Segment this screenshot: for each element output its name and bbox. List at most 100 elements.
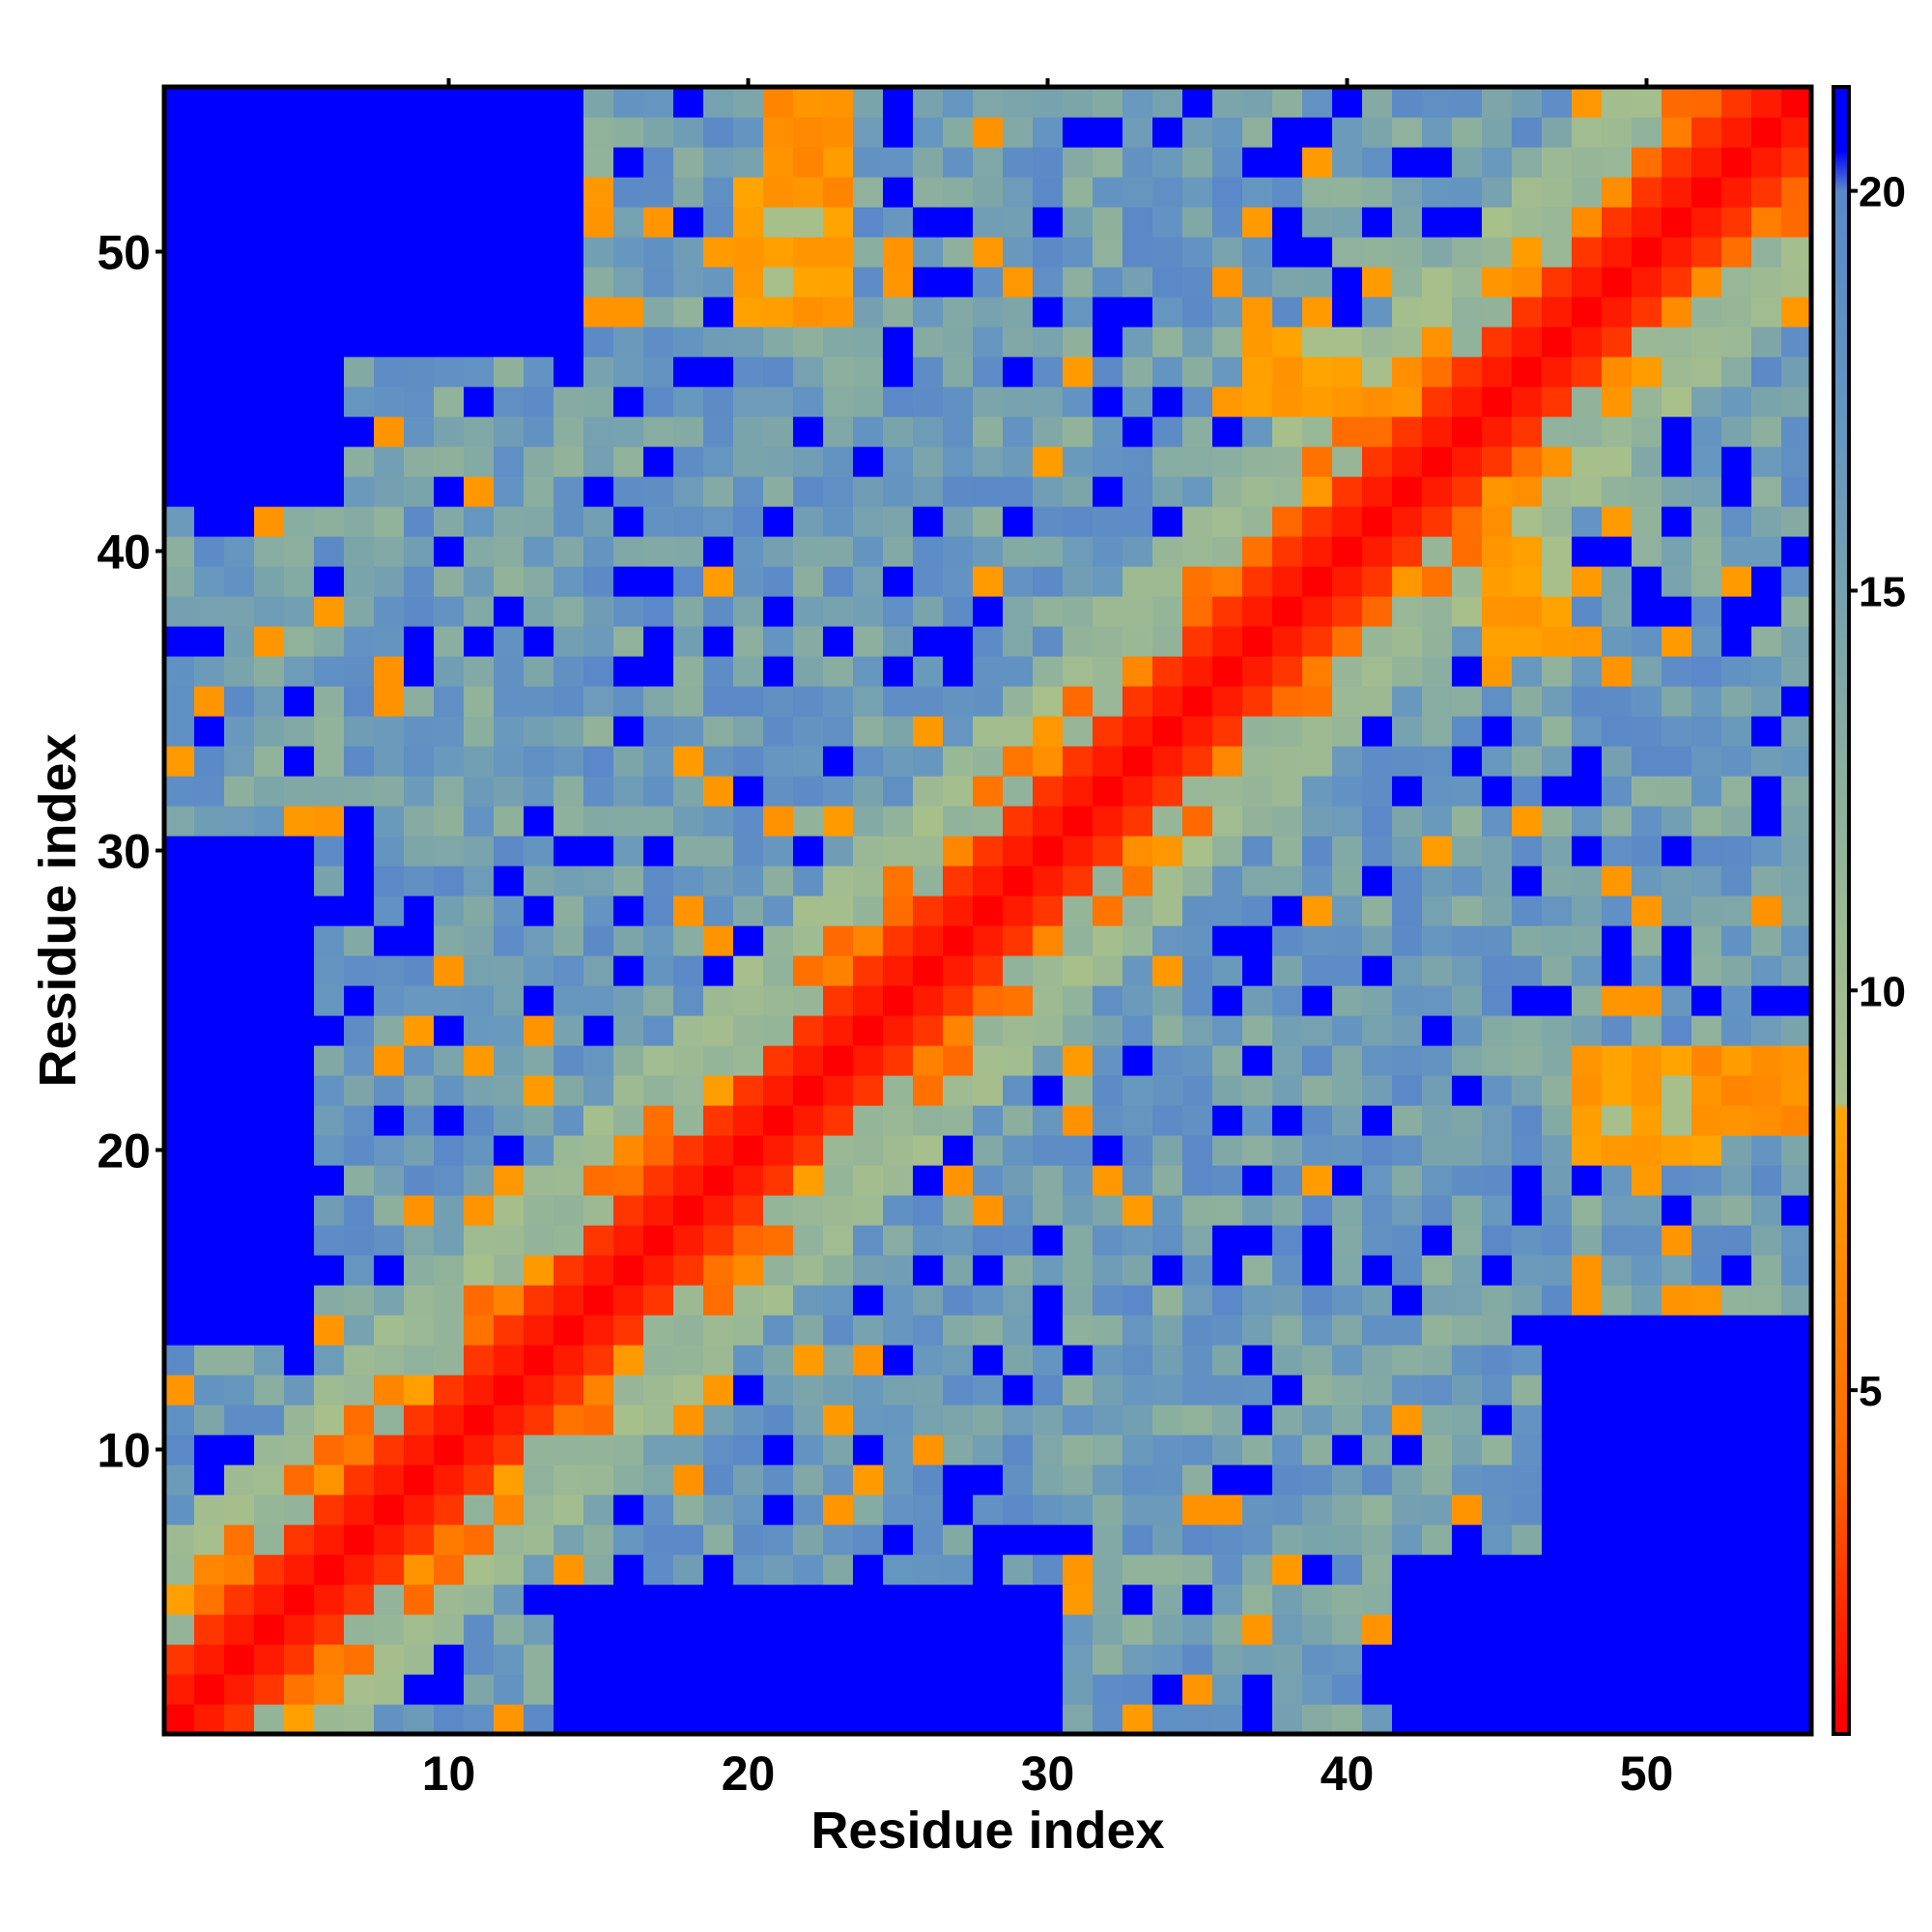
heatmap-cell — [224, 1494, 255, 1525]
colorbar-tick-label: 20 — [1859, 169, 1906, 216]
heatmap-cell — [1721, 566, 1752, 597]
heatmap-cell — [464, 626, 495, 657]
heatmap-cell — [1572, 1524, 1603, 1555]
heatmap-cell — [943, 836, 974, 867]
heatmap-cell — [1063, 955, 1094, 986]
heatmap-cell — [464, 476, 495, 507]
heatmap-cell — [1152, 506, 1183, 537]
heatmap-cell — [913, 836, 944, 867]
heatmap-cell — [314, 1435, 345, 1465]
heatmap-cell — [464, 866, 495, 896]
heatmap-cell — [224, 866, 255, 896]
heatmap-cell — [1272, 267, 1303, 298]
heatmap-cell — [673, 356, 704, 387]
heatmap-cell — [1572, 267, 1603, 298]
heatmap-cell — [1122, 476, 1153, 507]
heatmap-cell — [194, 327, 225, 357]
heatmap-cell — [554, 1375, 584, 1406]
heatmap-cell — [554, 1315, 584, 1346]
heatmap-cell — [1572, 1494, 1603, 1525]
heatmap-cell — [1093, 1524, 1123, 1555]
heatmap-cell — [1122, 356, 1153, 387]
heatmap-cell — [1602, 356, 1633, 387]
heatmap-cell — [524, 536, 554, 567]
heatmap-cell — [823, 1435, 854, 1465]
heatmap-cell — [554, 955, 584, 986]
heatmap-cell — [1721, 806, 1752, 837]
heatmap-cell — [1302, 1345, 1333, 1376]
heatmap-cell — [1152, 656, 1183, 687]
heatmap-cell — [1572, 297, 1603, 327]
heatmap-cell — [494, 716, 525, 747]
heatmap-cell — [733, 1315, 764, 1346]
heatmap-cell — [1003, 806, 1034, 837]
heatmap-cell — [1212, 476, 1243, 507]
heatmap-cell — [883, 1255, 914, 1286]
heatmap-cell — [1033, 716, 1064, 747]
heatmap-cell — [643, 87, 674, 118]
heatmap-cell — [1362, 446, 1393, 477]
heatmap-cell — [164, 177, 195, 208]
heatmap-cell — [1003, 1524, 1034, 1555]
heatmap-cell — [1392, 596, 1423, 627]
heatmap-cell — [1212, 237, 1243, 268]
heatmap-cell — [1212, 1255, 1243, 1286]
heatmap-cell — [1721, 207, 1752, 238]
heatmap-cell — [853, 1165, 884, 1196]
heatmap-cell — [1003, 1674, 1034, 1705]
heatmap-cell — [1422, 596, 1453, 627]
heatmap-cell — [494, 297, 525, 327]
heatmap-cell — [1003, 1285, 1034, 1316]
heatmap-cell — [1542, 656, 1573, 687]
heatmap-cell — [1572, 1285, 1603, 1316]
heatmap-cell — [1242, 716, 1273, 747]
heatmap-cell — [314, 177, 345, 208]
heatmap-cell — [1212, 1345, 1243, 1376]
heatmap-cell — [1632, 177, 1662, 208]
heatmap-cell — [853, 1704, 884, 1735]
heatmap-cell — [1572, 117, 1603, 148]
heatmap-cell — [1632, 566, 1662, 597]
heatmap-cell — [1512, 1315, 1543, 1346]
heatmap-cell — [1482, 297, 1513, 327]
heatmap-cell — [1332, 476, 1363, 507]
heatmap-cell — [1152, 955, 1183, 986]
heatmap-cell — [1662, 237, 1692, 268]
heatmap-cell — [434, 87, 465, 118]
heatmap-cell — [1242, 895, 1273, 926]
heatmap-cell — [1003, 566, 1034, 597]
heatmap-cell — [1482, 356, 1513, 387]
heatmap-cell — [284, 1165, 315, 1196]
heatmap-cell — [1063, 1435, 1094, 1465]
heatmap-cell — [1392, 327, 1423, 357]
heatmap-cell — [1212, 1405, 1243, 1435]
heatmap-cell — [554, 1075, 584, 1106]
heatmap-cell — [1003, 596, 1034, 627]
heatmap-cell — [583, 476, 614, 507]
heatmap-cell — [1063, 1464, 1094, 1495]
heatmap-cell — [434, 117, 465, 148]
heatmap-cell — [1302, 1255, 1333, 1286]
heatmap-cell — [224, 596, 255, 627]
heatmap-cell — [1392, 895, 1423, 926]
heatmap-cell — [524, 836, 554, 867]
heatmap-cell — [284, 446, 315, 477]
heatmap-cell — [1602, 1524, 1633, 1555]
heatmap-cell — [1003, 1015, 1034, 1046]
heatmap-cell — [1362, 776, 1393, 807]
x-tick-label: 30 — [1021, 1747, 1075, 1801]
heatmap-cell — [1272, 1285, 1303, 1316]
heatmap-cell — [554, 895, 584, 926]
heatmap-cell — [554, 1255, 584, 1286]
heatmap-cell — [943, 1345, 974, 1376]
heatmap-cell — [1063, 1704, 1094, 1735]
heatmap-cell — [823, 356, 854, 387]
heatmap-cell — [1602, 476, 1633, 507]
heatmap-cell — [763, 1405, 794, 1435]
heatmap-cell — [703, 87, 734, 118]
heatmap-cell — [673, 1285, 704, 1316]
heatmap-cell — [1093, 1405, 1123, 1435]
heatmap-cell — [853, 1524, 884, 1555]
heatmap-cell — [1152, 1225, 1183, 1256]
heatmap-cell — [494, 117, 525, 148]
